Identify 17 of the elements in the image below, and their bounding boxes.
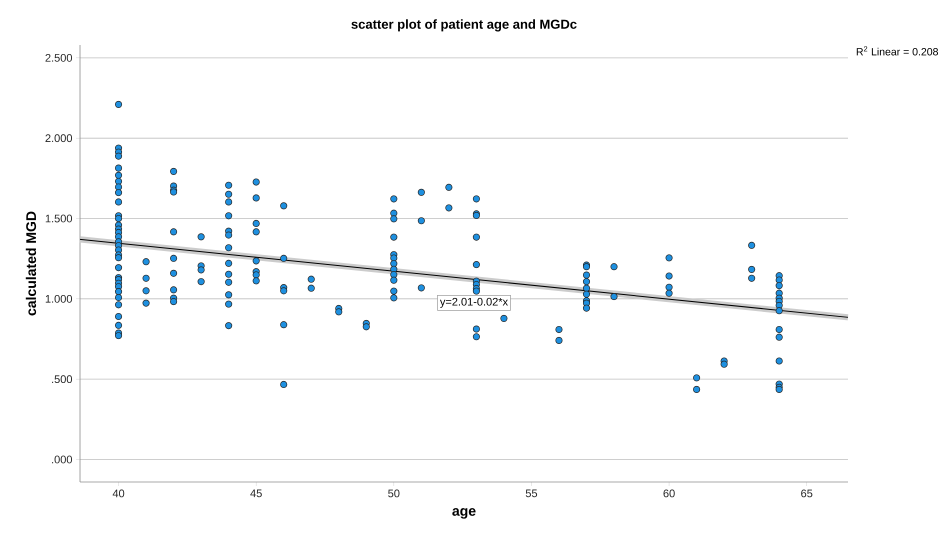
- y-tick-label: 2.000: [46, 134, 72, 142]
- x-tick-label: 50: [388, 490, 400, 498]
- x-tick-label: 45: [250, 490, 262, 498]
- y-tick-label: 1.500: [46, 214, 72, 222]
- y-tick-label: 2.500: [46, 54, 72, 62]
- y-tick-label: .000: [52, 456, 72, 464]
- x-tick-label: 60: [664, 490, 675, 498]
- x-tick-label: 55: [526, 490, 538, 498]
- y-tick-label: .500: [52, 375, 72, 384]
- chart-title: scatter plot of patient age and MGDc: [351, 19, 577, 32]
- y-tick-label: 1.000: [46, 294, 72, 303]
- x-axis-title: age: [452, 508, 476, 519]
- annotation: y=2.01-0.02*x: [440, 298, 508, 308]
- text: R$^{2}$ Linear = 0.208: [856, 46, 938, 56]
- x-tick-label: 40: [112, 490, 124, 498]
- x-tick-label: 65: [801, 490, 812, 498]
- y-axis-title: calculated MGD: [26, 212, 36, 316]
